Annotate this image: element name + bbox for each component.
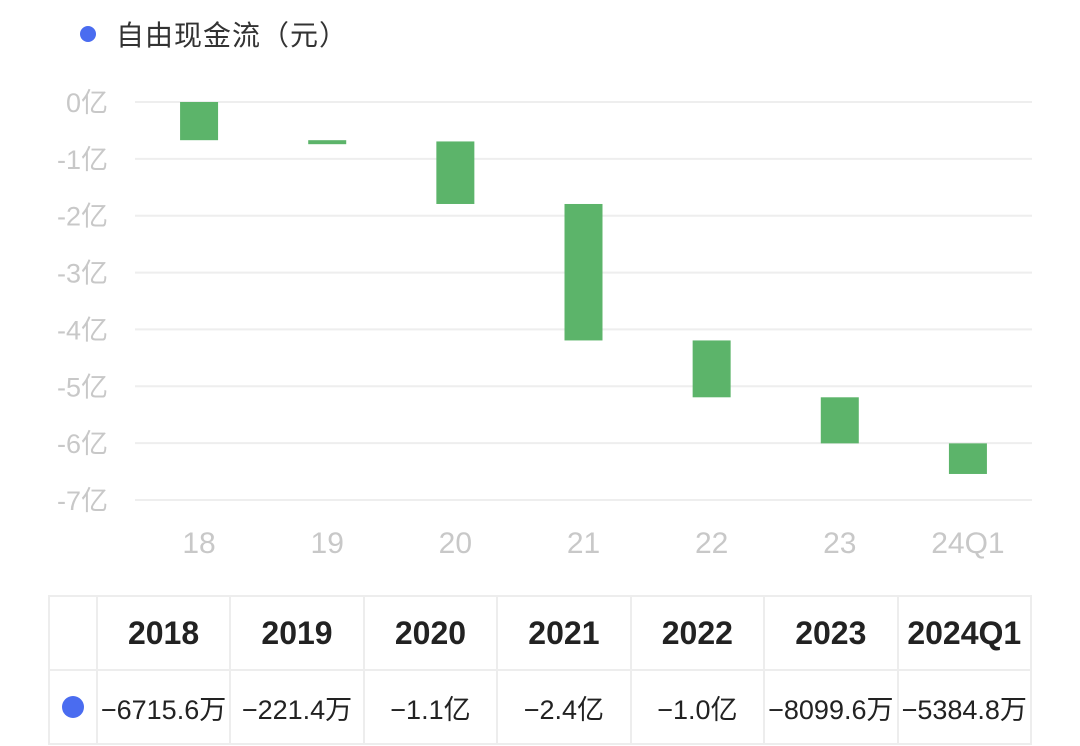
table-header-cell: 2022: [632, 597, 766, 669]
table-header-cell: 2020: [365, 597, 499, 669]
y-tick-label: -5亿: [57, 372, 108, 402]
bar-22: [692, 340, 731, 398]
table-value-cell: −5384.8万: [899, 671, 1032, 743]
table-value-cell: −8099.6万: [765, 671, 899, 743]
x-tick-label: 18: [182, 527, 215, 560]
table-value-cell: −1.1亿: [365, 671, 499, 743]
table-row: −6715.6万 −221.4万 −1.1亿 −2.4亿 −1.0亿 −8099…: [50, 671, 1032, 745]
y-tick-label: -2亿: [57, 202, 108, 232]
data-table: 2018 2019 2020 2021 2022 2023 2024Q1 −67…: [48, 595, 1032, 745]
y-tick-label: -7亿: [57, 486, 108, 516]
waterfall-chart: 0亿 -1亿 -2亿 -3亿 -4亿 -5亿 -6亿 -7亿 18 19 20 21 22 23 24Q1: [57, 88, 1032, 560]
y-tick-label: -4亿: [57, 315, 108, 345]
table-header-cell: 2024Q1: [899, 597, 1032, 669]
series-dot-icon: [61, 696, 84, 718]
table-header-cell: 2019: [231, 597, 365, 669]
legend-label: 自由现金流（元）: [116, 20, 349, 51]
legend-dot-icon: [80, 26, 96, 42]
y-tick-label: 0亿: [66, 88, 108, 118]
bar-23: [820, 397, 859, 444]
table-value-cell: −1.0亿: [632, 671, 766, 743]
x-tick-label: 20: [439, 527, 472, 560]
chart-legend: 自由现金流（元）: [80, 14, 348, 54]
bar-20: [436, 141, 475, 204]
y-tick-label: -3亿: [57, 259, 108, 289]
bar-24Q1: [948, 443, 987, 474]
y-tick-label: -1亿: [57, 145, 108, 175]
bar-19: [308, 140, 347, 145]
bar-21: [564, 203, 603, 341]
table-value-cell: −6715.6万: [98, 671, 232, 743]
table-value-cell: −2.4亿: [498, 671, 632, 743]
table-header-cell: 2018: [98, 597, 232, 669]
x-tick-label: 24Q1: [931, 527, 1004, 560]
table-corner-cell: [50, 597, 98, 669]
x-tick-label: 19: [311, 527, 344, 560]
x-tick-label: 22: [695, 527, 728, 560]
table-value-cell: −221.4万: [231, 671, 365, 743]
x-tick-label: 21: [567, 527, 600, 560]
table-header-cell: 2021: [498, 597, 632, 669]
x-tick-label: 23: [823, 527, 856, 560]
bar-18: [180, 102, 219, 141]
table-header-cell: 2023: [765, 597, 899, 669]
table-header-row: 2018 2019 2020 2021 2022 2023 2024Q1: [50, 597, 1032, 671]
y-tick-label: -6亿: [57, 429, 108, 459]
table-series-cell: [50, 671, 98, 743]
